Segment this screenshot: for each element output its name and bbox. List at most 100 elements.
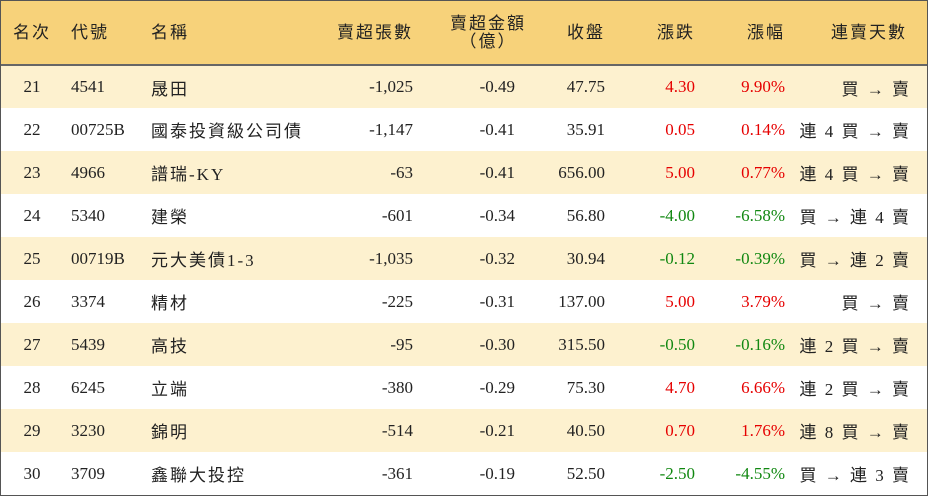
cell-sell-amount: -0.41 [479, 119, 515, 139]
cell-name: 建榮 [151, 208, 189, 227]
header-consecutive-days: 連賣天數 [799, 1, 927, 66]
cell-rank: 28 [23, 377, 41, 397]
table-row: 28 6245 立端 -380 -0.29 75.30 4.70 6.66% 連 2 買 → 賣 [1, 366, 927, 409]
cell-code: 4541 [71, 77, 105, 96]
cell-close: 40.50 [566, 420, 605, 440]
cell-change: 0.70 [665, 420, 695, 440]
cell-close: 56.80 [566, 205, 605, 225]
cell-rank: 24 [23, 205, 41, 225]
header-change-pct: 漲幅 [709, 1, 799, 66]
cell-name: 鑫聯大投控 [151, 466, 246, 485]
cell-consecutive-days: 連 2 買 → 賣 [799, 337, 911, 356]
cell-rank: 30 [23, 463, 41, 483]
header-close: 收盤 [529, 1, 619, 66]
cell-rank: 21 [23, 77, 41, 96]
header-row: 名次 代號 名稱 賣超張數 賣超金額 （億） 收盤 漲跌 漲幅 連賣天數 [1, 1, 927, 66]
cell-consecutive-days: 連 2 買 → 賣 [799, 380, 911, 399]
cell-change: -0.12 [659, 248, 695, 268]
table-row: 22 00725B 國泰投資級公司債 -1,147 -0.41 35.91 0.05 0.14… [1, 108, 927, 151]
cell-name: 譜瑞-KY [151, 165, 226, 184]
cell-code: 5439 [71, 334, 105, 354]
cell-name: 精材 [151, 294, 189, 313]
cell-rank: 29 [23, 420, 41, 440]
cell-change: -4.00 [659, 205, 695, 225]
cell-consecutive-days: 買 → 連 4 賣 [799, 208, 911, 227]
header-rank: 名次 [1, 1, 63, 66]
cell-name: 國泰投資級公司債 [151, 122, 303, 141]
cell-code: 00725B [71, 119, 125, 139]
cell-code: 3374 [71, 291, 105, 311]
cell-code: 6245 [71, 377, 105, 397]
cell-close: 35.91 [566, 119, 605, 139]
cell-consecutive-days: 買 → 賣 [841, 79, 911, 99]
cell-change: 5.00 [665, 291, 695, 311]
cell-sell-volume: -63 [390, 162, 413, 182]
cell-close: 656.00 [558, 162, 605, 182]
header-code: 代號 [63, 1, 145, 66]
table-body: 21 4541 晟田 -1,025 -0.49 47.75 4.30 9.90% 買 → 賣 22… [1, 65, 927, 495]
table-row: 29 3230 錦明 -514 -0.21 40.50 0.70 1.76% 連 8 買 → 賣 [1, 409, 927, 452]
cell-change: 0.05 [665, 119, 695, 139]
cell-change: 4.30 [665, 77, 695, 96]
table-header: 名次 代號 名稱 賣超張數 賣超金額 （億） 收盤 漲跌 漲幅 連賣天數 [1, 1, 927, 66]
cell-sell-volume: -361 [381, 463, 413, 483]
table-row: 23 4966 譜瑞-KY -63 -0.41 656.00 5.00 0.77% 連 4 買 … [1, 151, 927, 194]
cell-name: 晟田 [151, 79, 189, 99]
cell-sell-amount: -0.21 [479, 420, 515, 440]
cell-sell-volume: -380 [381, 377, 413, 397]
cell-sell-volume: -1,035 [369, 248, 413, 268]
cell-sell-amount: -0.41 [479, 162, 515, 182]
cell-consecutive-days: 買 → 連 3 賣 [799, 466, 911, 485]
cell-code: 3709 [71, 463, 105, 483]
cell-change: -0.50 [659, 334, 695, 354]
cell-change: 4.70 [665, 377, 695, 397]
cell-sell-amount: -0.49 [479, 77, 515, 96]
cell-sell-volume: -601 [381, 205, 413, 225]
cell-sell-volume: -514 [381, 420, 413, 440]
cell-sell-volume: -95 [390, 334, 413, 354]
cell-code: 4966 [71, 162, 105, 182]
cell-code: 5340 [71, 205, 105, 225]
cell-sell-amount: -0.32 [479, 248, 515, 268]
cell-name: 立端 [151, 380, 189, 399]
cell-sell-volume: -1,025 [369, 77, 413, 96]
cell-change-pct: 0.77% [741, 162, 785, 182]
cell-change-pct: -0.39% [735, 248, 785, 268]
cell-change: -2.50 [659, 463, 695, 483]
table-row: 21 4541 晟田 -1,025 -0.49 47.75 4.30 9.90% 買 → 賣 [1, 65, 927, 108]
cell-change-pct: 3.79% [741, 291, 785, 311]
cell-change-pct: -6.58% [735, 205, 785, 225]
header-sell-amount-line1: 賣超金額 [450, 13, 526, 33]
cell-sell-amount: -0.30 [479, 334, 515, 354]
cell-name: 錦明 [151, 423, 189, 442]
cell-sell-amount: -0.31 [479, 291, 515, 311]
cell-close: 30.94 [566, 248, 605, 268]
cell-sell-amount: -0.29 [479, 377, 515, 397]
header-sell-amount-line2: （億） [459, 31, 517, 51]
table-row: 30 3709 鑫聯大投控 -361 -0.19 52.50 -2.50 -4.55% 買 → … [1, 452, 927, 495]
cell-rank: 22 [23, 119, 41, 139]
cell-change-pct: 1.76% [741, 420, 785, 440]
header-name: 名稱 [145, 1, 323, 66]
cell-rank: 26 [23, 291, 41, 311]
cell-consecutive-days: 連 8 買 → 賣 [799, 423, 911, 442]
cell-consecutive-days: 連 4 買 → 賣 [799, 122, 911, 141]
header-sell-amount: 賣超金額 （億） [427, 1, 529, 66]
cell-close: 137.00 [558, 291, 605, 311]
cell-consecutive-days: 買 → 賣 [841, 294, 911, 313]
cell-change-pct: 6.66% [741, 377, 785, 397]
header-change: 漲跌 [619, 1, 709, 66]
cell-change-pct: 0.14% [741, 119, 785, 139]
cell-sell-amount: -0.19 [479, 463, 515, 483]
cell-change-pct: -0.16% [735, 334, 785, 354]
cell-close: 75.30 [566, 377, 605, 397]
cell-close: 47.75 [566, 77, 605, 96]
cell-consecutive-days: 連 4 買 → 賣 [799, 165, 911, 184]
table-row: 24 5340 建榮 -601 -0.34 56.80 -4.00 -6.58% 買 → 連 4… [1, 194, 927, 237]
cell-sell-volume: -225 [381, 291, 413, 311]
cell-sell-volume: -1,147 [369, 119, 413, 139]
cell-code: 00719B [71, 248, 125, 268]
cell-name: 高技 [151, 337, 189, 356]
